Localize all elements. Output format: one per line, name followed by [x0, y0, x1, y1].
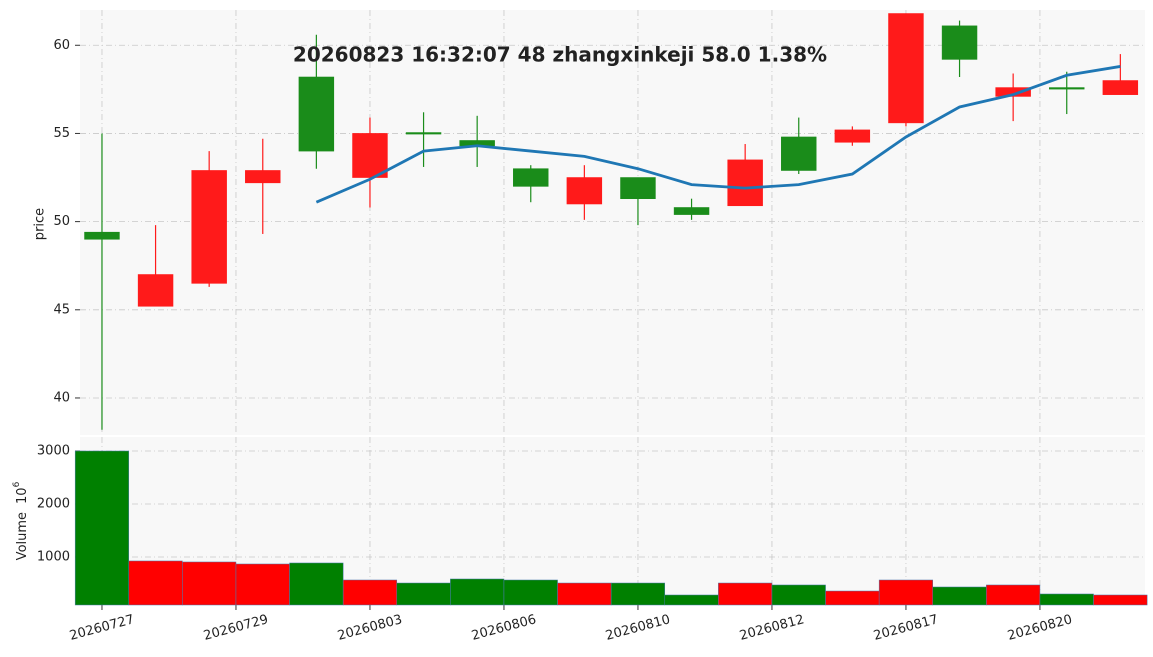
x-tick-label: 20260810 [604, 612, 672, 644]
candle-body [84, 231, 120, 240]
candle-body [245, 170, 281, 184]
volume-bar [1039, 593, 1094, 606]
x-tick-label: 20260727 [68, 612, 136, 644]
y-tick-label: 1000 [37, 549, 70, 564]
candle-body [727, 159, 763, 207]
volume-bar [986, 584, 1041, 606]
x-tick-label: 20260820 [1006, 612, 1074, 644]
volume-bar [342, 579, 398, 606]
y-tick-label: 40 [53, 390, 70, 405]
y-tick-label: 50 [53, 214, 70, 229]
volume-bar [718, 582, 773, 606]
x-tick-label: 20260803 [336, 612, 404, 644]
volume-bar [1093, 594, 1148, 606]
candle-body [352, 133, 388, 178]
ma-line [315, 65, 1121, 204]
candle-body [781, 136, 817, 171]
volume-bar [878, 579, 934, 606]
candle-body [995, 87, 1031, 97]
candle-body [191, 170, 227, 284]
candle-body [673, 207, 710, 215]
candle-body [405, 132, 442, 135]
x-tick-label: 20260806 [470, 612, 538, 644]
y-tick-label: 60 [53, 38, 70, 53]
price-panel [80, 10, 1145, 435]
volume-bar [182, 561, 237, 606]
x-tick-label: 20260729 [202, 612, 270, 644]
volume-bar [771, 584, 826, 606]
candle-body [620, 177, 656, 199]
y-tick-label: 45 [53, 302, 70, 317]
volume-bar [664, 594, 719, 606]
volume-label-base: 10 [15, 487, 30, 504]
volume-bar [396, 582, 451, 606]
y-tick-label: 55 [53, 126, 70, 141]
chart-title: 20260823 16:32:07 48 zhangxinkeji 58.0 1… [293, 43, 827, 67]
candle-body [513, 168, 549, 187]
volume-bar [235, 563, 290, 606]
x-tick-label: 20260817 [872, 612, 940, 644]
plot-layer: 20260727 20260729 20260803 20260806 20260810… [37, 10, 1148, 644]
candle-body [941, 25, 978, 60]
candle-body [298, 76, 335, 152]
y-tick-label: 3000 [37, 443, 70, 458]
volume-bar [74, 450, 130, 606]
volume-bar [825, 590, 880, 606]
volume-label-exponent: 6 [12, 481, 22, 487]
y-tick-label: 2000 [37, 496, 70, 511]
y-axis-label: price [33, 208, 48, 240]
volume-bar [450, 578, 505, 606]
volume-bar [128, 560, 183, 606]
volume-bar [932, 586, 987, 606]
volume-bar [289, 562, 344, 606]
candle-body [888, 13, 924, 124]
volume-bar [557, 582, 612, 606]
candle-body [834, 129, 871, 143]
candle-body [137, 274, 174, 307]
volume-bar [610, 582, 666, 606]
candle-body [1102, 80, 1139, 95]
x-tick-label: 20260812 [738, 612, 806, 644]
volume-axis-label: Volume 106 [12, 481, 30, 560]
volume-bar [503, 579, 558, 606]
volume-label: Volume [15, 512, 30, 560]
candle-body [1049, 87, 1085, 90]
candle-body [566, 177, 603, 205]
